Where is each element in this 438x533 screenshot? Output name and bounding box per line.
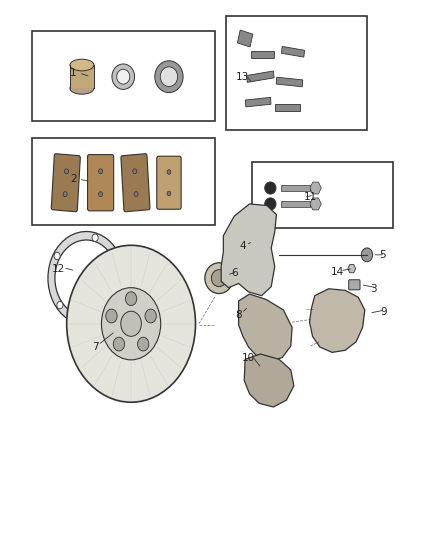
Bar (32, 138, 215, 225)
Ellipse shape (160, 67, 178, 86)
Bar (281, 46, 304, 57)
Ellipse shape (212, 270, 226, 287)
Text: 2: 2 (70, 174, 77, 184)
FancyBboxPatch shape (157, 156, 181, 209)
Ellipse shape (265, 198, 276, 210)
Text: 7: 7 (92, 342, 98, 352)
Circle shape (99, 169, 102, 174)
Polygon shape (244, 354, 294, 407)
Text: 13: 13 (237, 71, 250, 82)
Bar (276, 77, 303, 87)
Circle shape (63, 192, 67, 197)
Circle shape (134, 192, 138, 197)
FancyBboxPatch shape (88, 155, 114, 211)
Text: 8: 8 (235, 310, 242, 320)
FancyBboxPatch shape (51, 154, 80, 212)
Text: 1: 1 (70, 68, 77, 78)
Circle shape (361, 248, 373, 262)
Bar (251, 51, 275, 58)
Circle shape (113, 337, 125, 351)
Text: 4: 4 (240, 241, 246, 252)
Bar (281, 201, 310, 207)
Bar (237, 30, 253, 47)
Ellipse shape (70, 83, 94, 94)
Bar (70, 65, 94, 88)
FancyBboxPatch shape (349, 280, 360, 290)
Bar (32, 30, 215, 120)
Circle shape (167, 191, 171, 196)
Ellipse shape (70, 59, 94, 71)
Polygon shape (348, 264, 356, 273)
Circle shape (138, 337, 149, 351)
Bar (281, 185, 310, 191)
Circle shape (54, 252, 60, 260)
Text: 3: 3 (370, 284, 377, 294)
Wedge shape (48, 231, 121, 325)
Circle shape (106, 309, 117, 323)
Circle shape (133, 169, 137, 174)
Text: 10: 10 (242, 353, 255, 362)
Circle shape (67, 245, 195, 402)
Circle shape (99, 192, 102, 197)
Text: 12: 12 (51, 264, 64, 274)
Bar (252, 162, 393, 228)
Circle shape (121, 311, 141, 336)
Polygon shape (221, 204, 276, 296)
Ellipse shape (112, 64, 134, 90)
Polygon shape (239, 294, 292, 361)
Text: 11: 11 (304, 191, 317, 201)
Polygon shape (310, 289, 365, 352)
Bar (226, 15, 367, 130)
Circle shape (92, 234, 98, 241)
Circle shape (102, 288, 161, 360)
Ellipse shape (265, 182, 276, 194)
Text: 9: 9 (380, 306, 387, 317)
Bar (247, 71, 274, 83)
Text: 5: 5 (379, 250, 385, 260)
Ellipse shape (155, 61, 183, 93)
Polygon shape (310, 198, 321, 210)
Polygon shape (310, 182, 321, 194)
Ellipse shape (117, 69, 130, 84)
Text: 14: 14 (331, 267, 344, 277)
Text: 6: 6 (231, 268, 237, 278)
Bar (245, 98, 271, 107)
FancyBboxPatch shape (121, 154, 150, 212)
Circle shape (125, 292, 137, 305)
Circle shape (145, 309, 156, 323)
Circle shape (64, 169, 68, 174)
Ellipse shape (205, 263, 233, 294)
Circle shape (167, 169, 171, 174)
Circle shape (57, 301, 63, 309)
Bar (275, 104, 300, 111)
